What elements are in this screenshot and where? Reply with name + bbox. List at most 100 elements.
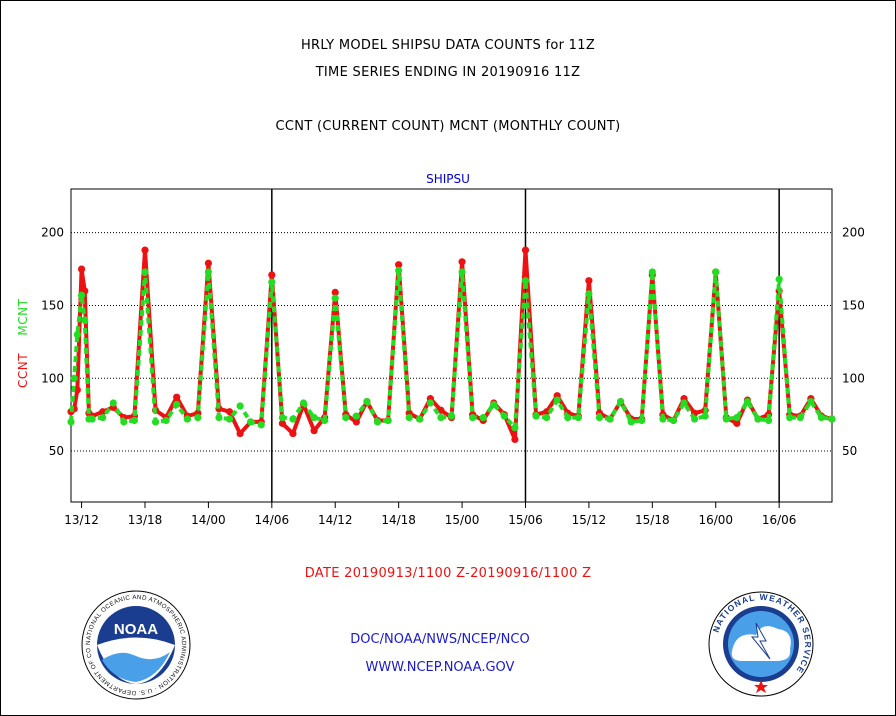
point-mcnt-18 bbox=[215, 413, 223, 422]
point-mcnt-69 bbox=[754, 415, 762, 423]
point-mcnt-31 bbox=[352, 412, 360, 420]
point-ccnt-27 bbox=[310, 427, 318, 435]
point-mcnt-12 bbox=[151, 418, 160, 426]
date-range: DATE 20190913/1100 Z-20190916/1100 Z bbox=[304, 566, 592, 581]
x-tick-15/12: 15/12 bbox=[572, 513, 607, 527]
point-mcnt-37 bbox=[416, 415, 424, 423]
plot-area bbox=[70, 188, 833, 503]
plot-title: SHIPSU bbox=[426, 172, 470, 186]
point-ccnt-7 bbox=[99, 408, 107, 416]
x-tick-14/12: 14/12 bbox=[318, 513, 353, 527]
point-mcnt-53 bbox=[585, 290, 593, 298]
noaa-logo-text: NOAA bbox=[114, 621, 158, 638]
point-mcnt-7 bbox=[99, 413, 107, 422]
point-mcnt-68 bbox=[743, 397, 752, 406]
point-mcnt-75 bbox=[817, 413, 826, 422]
point-mcnt-14 bbox=[173, 400, 181, 409]
y-tick-right-150: 150 bbox=[842, 298, 865, 312]
y-tick-right-50: 50 bbox=[842, 444, 857, 458]
point-ccnt-23 bbox=[268, 271, 276, 279]
point-mcnt-43 bbox=[479, 413, 487, 422]
point-mcnt-61 bbox=[669, 416, 678, 425]
point-mcnt-52 bbox=[574, 413, 582, 422]
point-mcnt-26 bbox=[299, 399, 308, 407]
point-mcnt-50 bbox=[553, 396, 561, 404]
website-link[interactable]: WWW.NCEP.NOAA.GOV bbox=[365, 660, 515, 675]
point-mcnt-49 bbox=[543, 413, 551, 422]
point-mcnt-64 bbox=[701, 412, 709, 420]
point-ccnt-53 bbox=[585, 277, 593, 285]
point-ccnt-29 bbox=[331, 288, 339, 296]
y-tick-left-150: 150 bbox=[41, 298, 64, 312]
x-tick-14/06: 14/06 bbox=[255, 513, 290, 527]
point-mcnt-74 bbox=[807, 397, 815, 406]
point-mcnt-27 bbox=[310, 413, 318, 422]
point-ccnt-35 bbox=[395, 261, 403, 269]
point-mcnt-15 bbox=[183, 415, 191, 423]
point-ccnt-2 bbox=[73, 386, 81, 394]
nws-logo: NATIONAL WEATHER SERVICE bbox=[708, 591, 814, 697]
point-ccnt-19 bbox=[225, 408, 234, 416]
org-link[interactable]: DOC/NOAA/NWS/NCEP/NCO bbox=[350, 632, 530, 647]
point-mcnt-46 bbox=[511, 424, 519, 432]
x-tick-14/00: 14/00 bbox=[191, 513, 226, 527]
point-ccnt-24 bbox=[278, 419, 286, 427]
point-mcnt-51 bbox=[564, 413, 572, 422]
point-mcnt-6 bbox=[88, 415, 96, 423]
point-mcnt-22 bbox=[257, 421, 265, 429]
series-line-mcnt bbox=[69, 268, 833, 430]
point-mcnt-72 bbox=[786, 413, 794, 422]
point-mcnt-40 bbox=[447, 412, 456, 420]
point-mcnt-28 bbox=[321, 416, 329, 425]
point-mcnt-11 bbox=[141, 268, 149, 276]
point-mcnt-59 bbox=[648, 268, 656, 276]
point-mcnt-65 bbox=[712, 268, 720, 276]
point-mcnt-76 bbox=[828, 415, 836, 423]
point-mcnt-33 bbox=[373, 418, 382, 426]
point-mcnt-0 bbox=[67, 418, 75, 426]
point-ccnt-67 bbox=[733, 419, 741, 427]
point-ccnt-17 bbox=[204, 259, 213, 267]
x-tick-13/12: 13/12 bbox=[64, 513, 99, 527]
point-mcnt-9 bbox=[120, 418, 128, 426]
point-mcnt-30 bbox=[342, 413, 350, 422]
point-mcnt-13 bbox=[162, 416, 170, 425]
point-mcnt-63 bbox=[690, 415, 699, 423]
point-mcnt-36 bbox=[405, 413, 413, 422]
point-mcnt-73 bbox=[796, 413, 804, 422]
point-mcnt-2 bbox=[73, 330, 81, 339]
point-mcnt-55 bbox=[606, 415, 614, 423]
point-mcnt-3 bbox=[77, 291, 86, 299]
x-tick-16/06: 16/06 bbox=[762, 513, 797, 527]
point-ccnt-41 bbox=[458, 258, 466, 266]
point-mcnt-56 bbox=[617, 397, 625, 406]
y-tick-left-200: 200 bbox=[41, 226, 64, 240]
x-tick-16/00: 16/00 bbox=[698, 513, 733, 527]
point-mcnt-20 bbox=[236, 402, 244, 410]
point-mcnt-38 bbox=[426, 399, 434, 407]
point-mcnt-45 bbox=[500, 412, 508, 420]
point-mcnt-25 bbox=[289, 415, 297, 423]
point-ccnt-14 bbox=[173, 393, 181, 401]
point-mcnt-29 bbox=[331, 294, 339, 302]
point-mcnt-34 bbox=[384, 416, 392, 425]
point-mcnt-39 bbox=[437, 413, 445, 422]
point-mcnt-32 bbox=[363, 397, 371, 406]
point-ccnt-46 bbox=[511, 435, 519, 443]
x-tick-15/06: 15/06 bbox=[508, 513, 543, 527]
point-mcnt-67 bbox=[733, 413, 741, 422]
x-tick-15/18: 15/18 bbox=[635, 513, 670, 527]
point-mcnt-60 bbox=[659, 415, 667, 423]
point-mcnt-21 bbox=[247, 418, 255, 426]
point-mcnt-57 bbox=[627, 418, 635, 426]
point-mcnt-47 bbox=[521, 277, 530, 285]
legend-description: CCNT (CURRENT COUNT) MCNT (MONTHLY COUNT… bbox=[275, 119, 621, 134]
series-line-ccnt bbox=[69, 248, 833, 442]
noaa-logo: NOAA NATIONAL OCEANIC AND ATMOSPHERIC AD… bbox=[80, 590, 191, 700]
x-tick-13/18: 13/18 bbox=[128, 513, 163, 527]
chart-subtitle: TIME SERIES ENDING IN 20190916 11Z bbox=[315, 65, 581, 80]
point-ccnt-3 bbox=[77, 265, 86, 273]
x-tick-15/00: 15/00 bbox=[445, 513, 480, 527]
point-ccnt-25 bbox=[289, 429, 297, 438]
point-mcnt-4 bbox=[81, 316, 89, 324]
